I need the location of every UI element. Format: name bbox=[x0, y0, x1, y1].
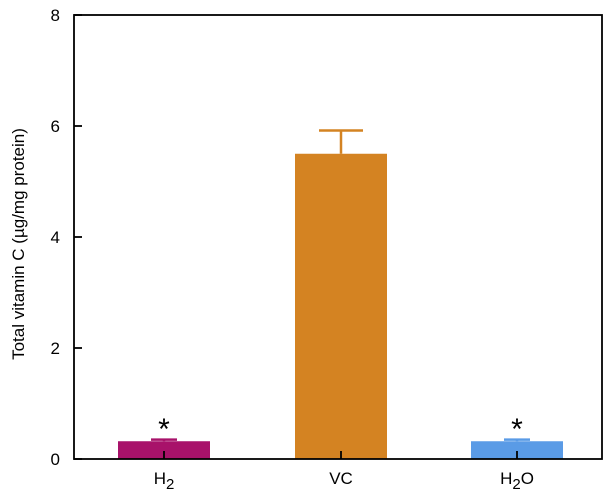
significance-mark-2: * bbox=[511, 413, 523, 446]
y-tick-label-1: 2 bbox=[51, 339, 60, 358]
y-axis-label: Total vitamin C (µg/mg protein) bbox=[9, 128, 28, 360]
bar-0 bbox=[118, 441, 210, 459]
labels-layer: * * 0 2 4 6 8 H2 VC H2O bbox=[51, 6, 534, 489]
x-tick-label-2: H2O bbox=[500, 469, 534, 489]
bars-layer bbox=[118, 129, 563, 459]
significance-mark-0: * bbox=[158, 413, 170, 446]
y-tick-label-0: 0 bbox=[51, 450, 60, 469]
y-tick-label-2: 4 bbox=[51, 228, 60, 247]
y-tick-label-4: 8 bbox=[51, 6, 60, 25]
axes-layer bbox=[73, 14, 603, 460]
y-tick-label-3: 6 bbox=[51, 117, 60, 136]
bar-1 bbox=[295, 153, 387, 459]
x-tick-label-0: H2 bbox=[154, 469, 175, 489]
x-tick-label-1: VC bbox=[329, 469, 353, 488]
bar-2 bbox=[471, 441, 563, 459]
